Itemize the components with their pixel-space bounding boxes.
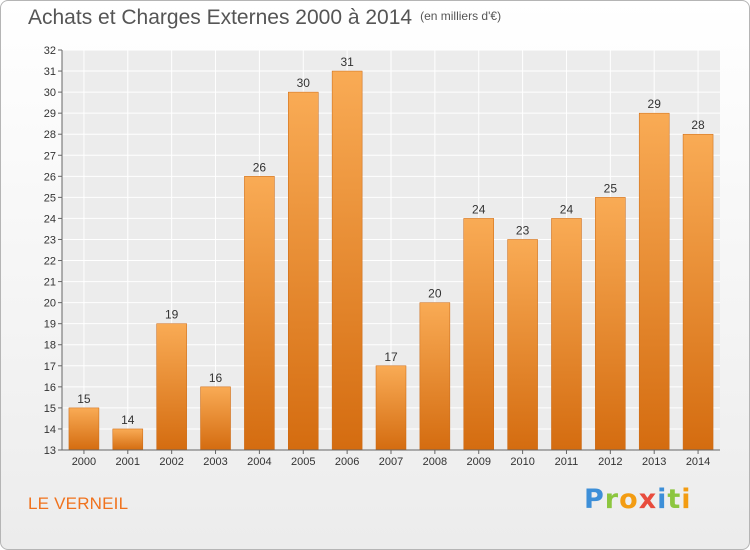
bar xyxy=(244,176,275,451)
x-tick-label: 2009 xyxy=(466,456,490,468)
chart-title-text: Achats et Charges Externes 2000 à 2014 xyxy=(28,6,413,29)
x-tick-label: 2003 xyxy=(203,456,227,468)
x-tick-label: 2001 xyxy=(116,456,140,468)
y-tick-label: 18 xyxy=(44,340,56,352)
bar xyxy=(551,218,582,451)
commune-name: LE VERNEIL xyxy=(28,494,129,513)
y-tick-label: 20 xyxy=(44,298,56,310)
x-tick-label: 2002 xyxy=(159,456,183,468)
y-tick-label: 16 xyxy=(44,382,56,394)
logo-letter: o xyxy=(619,484,639,515)
bar xyxy=(682,133,714,451)
data-label: 15 xyxy=(77,392,91,406)
bar xyxy=(200,386,231,451)
bar xyxy=(68,407,100,451)
data-label: 24 xyxy=(560,202,574,216)
data-label: 30 xyxy=(297,76,311,90)
x-tick-label: 2013 xyxy=(642,456,666,468)
bar xyxy=(156,323,187,451)
y-tick-label: 21 xyxy=(44,277,56,289)
data-label: 17 xyxy=(384,350,398,364)
logo-letter: r xyxy=(604,484,620,515)
x-tick-label: 2014 xyxy=(686,456,710,468)
x-tick-label: 2007 xyxy=(379,456,403,468)
y-tick-label: 30 xyxy=(44,87,56,99)
data-label: 19 xyxy=(165,308,179,322)
y-tick-label: 13 xyxy=(44,445,56,457)
x-tick-label: 2012 xyxy=(598,456,622,468)
logo-letter: x xyxy=(638,484,658,515)
x-tick-label: 2008 xyxy=(423,456,447,468)
bar xyxy=(463,218,494,451)
chart-title: Achats et Charges Externes 2000 à 2014 (e… xyxy=(28,6,501,30)
y-tick-label: 31 xyxy=(44,66,56,78)
y-tick-label: 32 xyxy=(44,45,56,57)
bar xyxy=(507,239,538,451)
logo-letter: P xyxy=(584,484,605,515)
x-tick-label: 2005 xyxy=(291,456,315,468)
logo-letter: i xyxy=(681,484,692,515)
chart-subtitle: (en milliers d'€) xyxy=(420,9,502,23)
data-label: 20 xyxy=(428,287,442,301)
y-tick-label: 19 xyxy=(44,319,56,331)
y-tick-label: 26 xyxy=(44,171,56,183)
y-tick-label: 22 xyxy=(44,256,56,268)
bar xyxy=(595,197,626,451)
bar xyxy=(288,91,319,451)
logo-letter: t xyxy=(667,484,682,515)
bar xyxy=(419,302,451,451)
data-label: 31 xyxy=(340,55,354,69)
data-label: 14 xyxy=(121,413,135,427)
y-tick-label: 29 xyxy=(44,108,56,120)
y-tick-label: 17 xyxy=(44,361,56,373)
x-tick-label: 2000 xyxy=(72,456,96,468)
bar xyxy=(375,365,407,451)
y-tick-label: 27 xyxy=(44,150,56,162)
x-tick-label: 2004 xyxy=(247,456,271,468)
data-label: 24 xyxy=(472,202,486,216)
y-tick-label: 15 xyxy=(44,403,56,415)
x-tick-label: 2010 xyxy=(510,456,534,468)
data-label: 29 xyxy=(648,97,662,111)
y-tick-label: 28 xyxy=(44,129,56,141)
y-tick-label: 24 xyxy=(44,213,56,225)
bar xyxy=(638,112,670,451)
bar xyxy=(112,428,144,451)
data-label: 25 xyxy=(604,181,618,195)
y-tick-label: 25 xyxy=(44,192,56,204)
y-tick-label: 23 xyxy=(44,234,56,246)
data-label: 28 xyxy=(691,118,705,132)
x-tick-label: 2011 xyxy=(555,456,579,468)
logo-letter: i xyxy=(657,484,668,515)
data-label: 23 xyxy=(516,223,530,237)
bar xyxy=(331,70,363,451)
proxiti-logo: Proxiti xyxy=(584,484,692,515)
x-tick-label: 2006 xyxy=(335,456,359,468)
data-label: 26 xyxy=(253,160,267,174)
data-label: 16 xyxy=(209,371,223,385)
y-tick-label: 14 xyxy=(44,424,56,436)
